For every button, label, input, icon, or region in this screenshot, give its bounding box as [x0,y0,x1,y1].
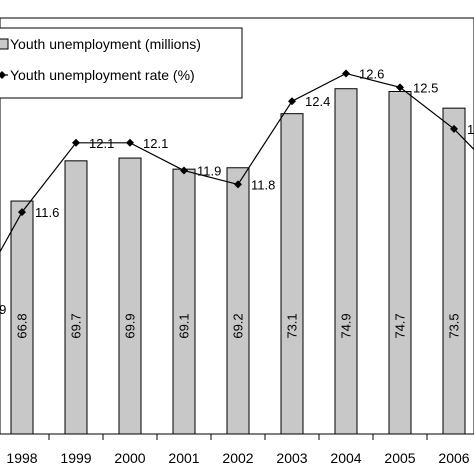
line-point-label: 11.8 [251,177,275,192]
bar [442,107,466,435]
bar [172,168,196,435]
x-tick-label: 2005 [384,450,415,466]
legend-label-line: Youth unemployment rate (%) [10,67,195,83]
legend-box [0,27,243,99]
x-tick-label: 2004 [330,450,361,466]
line-point-marker [18,208,26,217]
line-point-marker [450,124,458,133]
x-tick-label: 2006 [438,450,469,466]
line-point-marker [288,97,296,106]
bar-value-label: 74.9 [339,313,354,338]
legend: Youth unemployment (millions) Youth unem… [0,27,243,99]
line-point-label: 12.6 [359,66,384,81]
bar-value-label: 69.2 [231,313,246,338]
bar-value-label: 69.7 [69,313,84,338]
bar-value-label: 74.7 [393,313,408,338]
bar [10,200,34,435]
bar [280,113,304,435]
legend-label-bars: Youth unemployment (millions) [10,36,201,52]
x-tick-label: 2000 [114,450,145,466]
line-point-label: 12 [467,122,474,137]
bar-value-label: 69.1 [177,313,192,338]
bar [64,160,88,435]
bar-value-label: 66.8 [15,313,30,338]
line-point-label: 12.1 [143,136,168,151]
bar [226,167,250,435]
bar [388,90,412,435]
line-point-marker [342,69,350,78]
line-point-label: 12.5 [413,80,438,95]
x-tick-label: 2003 [276,450,307,466]
line-point-label: 10.9 [0,302,6,317]
legend-bar-swatch [0,38,9,50]
ticks-layer: 199819992000200120022003200420052006200 [6,434,470,466]
line-point-marker [234,180,242,189]
line-point-label: 12.4 [305,94,330,109]
line-point-marker [72,138,80,147]
line-point-marker [396,83,404,92]
bar [334,88,358,435]
line-point-label: 12.1 [89,136,114,151]
x-tick-label: 2001 [168,450,199,466]
legend-diamond-marker [0,71,6,79]
line-layer: 10.9 11.6 12.1 12.1 11.9 11.8 12.4 12.6 12.5 12 [0,66,474,317]
x-tick-label: 1999 [60,450,91,466]
line-point-label: 11.6 [35,205,59,220]
line-point-label: 11.9 [197,164,221,179]
bar-value-label: 69.9 [123,313,138,338]
line-point-marker [126,138,134,147]
bar-value-label: 73.5 [447,313,462,338]
x-tick-label: 2002 [222,450,253,466]
x-tick-label: 1998 [6,450,37,466]
bar-value-label: 73.1 [285,313,300,338]
bar [118,157,142,435]
line-point-marker [180,166,188,175]
bars-layer: 66.8 69.7 69.9 69.1 69.2 73.1 74.9 74.7 73.5 [10,88,466,435]
